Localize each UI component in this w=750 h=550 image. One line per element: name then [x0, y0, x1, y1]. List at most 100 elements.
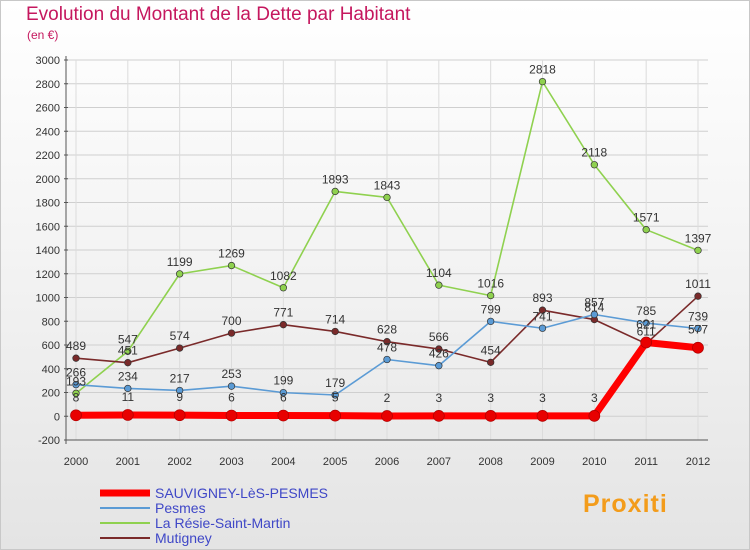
- legend-label: Pesmes: [155, 500, 206, 516]
- data-point: [590, 310, 598, 319]
- data-point: [121, 409, 134, 421]
- x-tick-label: 2011: [634, 456, 658, 468]
- y-tick-label: 3000: [36, 55, 60, 67]
- x-tick-label: 2001: [116, 456, 140, 468]
- data-label: 3: [435, 391, 442, 405]
- data-label: 478: [377, 340, 397, 354]
- data-point: [383, 193, 391, 202]
- data-label: 739: [688, 309, 708, 323]
- data-label: 3: [591, 391, 598, 405]
- data-point: [538, 77, 547, 86]
- data-point: [72, 381, 80, 389]
- y-tick-label: 800: [42, 316, 60, 328]
- data-label: 893: [532, 291, 552, 305]
- data-point: [331, 391, 339, 399]
- data-label: 3: [539, 391, 546, 405]
- data-point: [227, 329, 236, 337]
- data-point: [279, 284, 287, 292]
- data-label: 489: [66, 339, 86, 353]
- data-label: 628: [377, 323, 397, 337]
- data-point: [694, 246, 702, 255]
- data-label: 9: [176, 390, 183, 404]
- data-point: [383, 355, 391, 364]
- data-label: 1843: [374, 178, 401, 192]
- data-label: 700: [221, 314, 241, 328]
- data-point: [227, 382, 236, 390]
- data-label: 451: [118, 344, 138, 358]
- y-tick-label: 1200: [36, 269, 60, 281]
- data-label: 1397: [685, 231, 712, 245]
- data-point: [225, 409, 238, 422]
- data-point: [538, 306, 547, 314]
- data-point: [331, 187, 339, 196]
- y-tick-label: 1800: [36, 198, 60, 210]
- data-label: 5: [332, 391, 339, 405]
- data-point: [588, 410, 601, 422]
- y-tick-label: 600: [42, 340, 60, 352]
- x-tick-label: 2008: [478, 456, 502, 468]
- chart-title: Evolution du Montant de la Dette par Hab…: [26, 4, 411, 25]
- data-label: 6: [228, 391, 235, 405]
- data-label: 1199: [167, 255, 193, 269]
- data-label: 814: [584, 301, 604, 315]
- data-point: [70, 409, 82, 422]
- data-label: 1571: [633, 211, 660, 225]
- data-point: [694, 324, 702, 333]
- proxiti-logo: Proxiti: [583, 490, 668, 518]
- data-label: 179: [325, 376, 345, 390]
- y-tick-label: 2400: [36, 126, 60, 138]
- data-point: [536, 410, 549, 422]
- data-label: 574: [170, 329, 190, 343]
- y-tick-label: 400: [42, 364, 60, 376]
- x-tick-label: 2010: [582, 456, 606, 468]
- data-label: 266: [66, 366, 86, 380]
- data-point: [642, 319, 650, 327]
- data-point: [484, 410, 497, 422]
- data-point: [692, 341, 704, 354]
- y-tick-label: 0: [54, 411, 60, 423]
- data-label: 577: [688, 323, 708, 337]
- chart-unit-label: (en €): [27, 28, 59, 42]
- legend-label: Mutigney: [155, 530, 212, 546]
- data-label: 1893: [322, 172, 349, 186]
- data-label: 2118: [581, 146, 607, 160]
- data-label: 253: [221, 367, 241, 381]
- data-point: [277, 409, 290, 422]
- x-tick-label: 2007: [427, 456, 451, 468]
- data-label: 217: [170, 371, 190, 385]
- data-label: 566: [429, 330, 449, 344]
- data-label: 1082: [270, 269, 297, 283]
- legend-label: La Résie-Saint-Martin: [155, 515, 290, 531]
- x-tick-label: 2002: [167, 456, 191, 468]
- data-point: [435, 345, 443, 353]
- data-label: 2818: [529, 63, 556, 77]
- data-point: [329, 409, 342, 422]
- y-tick-label: 200: [42, 388, 60, 400]
- data-point: [227, 261, 236, 270]
- data-label: 1104: [426, 266, 452, 280]
- series-lines: [70, 77, 704, 422]
- y-tick-label: 1600: [36, 221, 60, 233]
- data-label: 611: [637, 325, 656, 339]
- data-label: 8: [73, 390, 80, 404]
- data-label: 741: [532, 309, 552, 323]
- data-point: [432, 410, 445, 422]
- data-label: 2: [384, 391, 391, 405]
- data-point: [640, 336, 653, 349]
- data-point: [72, 354, 80, 362]
- data-label: 785: [636, 304, 656, 318]
- data-point: [383, 338, 391, 346]
- data-point: [173, 409, 186, 422]
- x-tick-label: 2012: [686, 456, 710, 468]
- data-point: [124, 347, 132, 355]
- data-point: [487, 291, 495, 300]
- data-point: [72, 389, 80, 397]
- data-point: [176, 386, 184, 395]
- y-tick-label: 2600: [36, 103, 60, 115]
- y-tick-label: 2800: [36, 79, 60, 91]
- data-label: 547: [118, 332, 138, 346]
- x-tick-label: 2004: [271, 456, 295, 468]
